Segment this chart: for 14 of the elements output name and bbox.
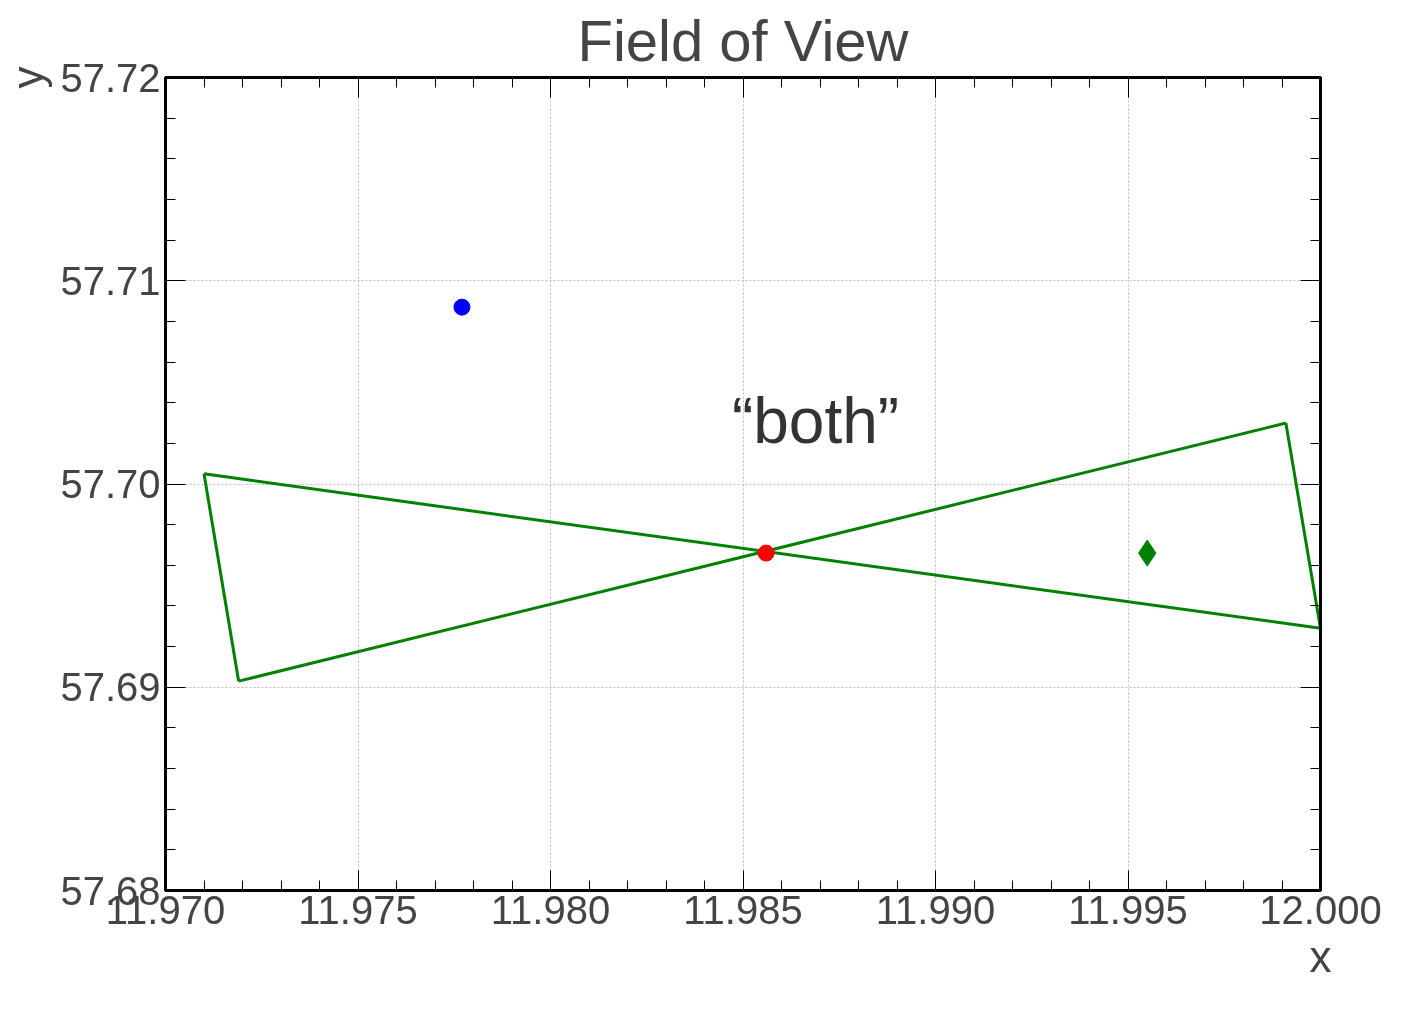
chart-title: Field of View [577, 7, 910, 73]
y-tick-label: 57.70 [60, 462, 161, 506]
x-tick-label: 11.995 [1068, 887, 1188, 932]
y-tick-label: 57.69 [60, 665, 161, 710]
annotation: “both” [731, 384, 900, 457]
x-tick-label: 11.980 [490, 887, 611, 932]
y-tick-label: 57.71 [60, 258, 161, 303]
x-tick-label: 11.975 [298, 887, 418, 932]
x-tick-label: 12.000 [1259, 887, 1382, 932]
x-tick-label: 11.990 [875, 887, 996, 932]
x-tick-label: 11.985 [683, 887, 803, 932]
y-tick-label: 57.72 [60, 55, 161, 100]
y-axis-title: y [3, 66, 53, 89]
x-axis-title: x [1309, 931, 1332, 981]
